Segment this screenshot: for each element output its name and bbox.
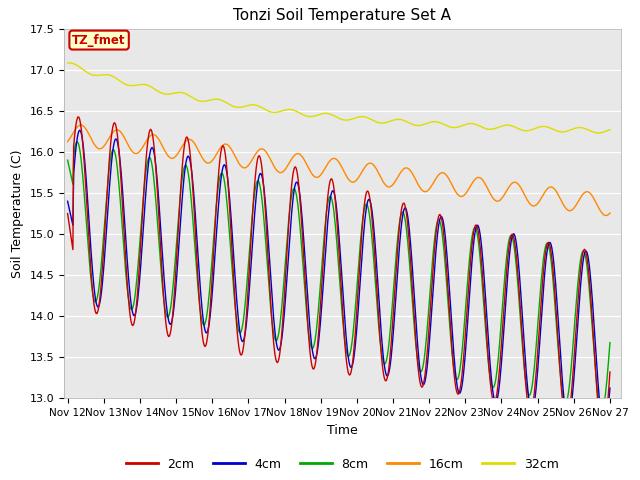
2cm xyxy=(598,431,606,437)
Line: 32cm: 32cm xyxy=(68,63,610,133)
16cm xyxy=(606,210,614,216)
Line: 4cm: 4cm xyxy=(68,130,610,428)
2cm xyxy=(130,320,138,326)
16cm xyxy=(130,150,138,156)
16cm xyxy=(74,124,81,130)
8cm xyxy=(214,189,221,194)
32cm xyxy=(606,127,614,132)
32cm xyxy=(64,60,72,66)
Title: Tonzi Soil Temperature Set A: Tonzi Soil Temperature Set A xyxy=(234,9,451,24)
16cm xyxy=(64,139,72,144)
8cm xyxy=(74,140,82,146)
4cm xyxy=(421,378,429,384)
Y-axis label: Soil Temperature (C): Soil Temperature (C) xyxy=(11,149,24,278)
8cm xyxy=(64,157,72,163)
2cm xyxy=(74,114,82,120)
Legend: 2cm, 4cm, 8cm, 16cm, 32cm: 2cm, 4cm, 8cm, 16cm, 32cm xyxy=(122,453,563,476)
2cm xyxy=(606,369,614,375)
8cm xyxy=(606,340,614,346)
4cm xyxy=(64,198,72,204)
4cm xyxy=(74,134,81,140)
32cm xyxy=(406,120,413,126)
Line: 8cm: 8cm xyxy=(68,142,610,411)
4cm xyxy=(606,385,614,391)
16cm xyxy=(421,189,429,194)
16cm xyxy=(406,167,413,172)
X-axis label: Time: Time xyxy=(327,424,358,437)
16cm xyxy=(602,213,610,218)
4cm xyxy=(406,227,413,233)
8cm xyxy=(130,300,138,305)
32cm xyxy=(65,60,72,66)
4cm xyxy=(130,313,138,319)
2cm xyxy=(185,142,193,148)
8cm xyxy=(421,348,429,354)
2cm xyxy=(64,211,72,216)
8cm xyxy=(185,176,193,182)
2cm xyxy=(74,115,81,121)
Line: 16cm: 16cm xyxy=(68,125,610,216)
32cm xyxy=(214,96,221,102)
2cm xyxy=(406,240,413,246)
16cm xyxy=(185,136,193,142)
8cm xyxy=(74,139,81,144)
Text: TZ_fmet: TZ_fmet xyxy=(72,34,126,47)
8cm xyxy=(598,408,605,414)
32cm xyxy=(185,93,193,98)
4cm xyxy=(600,425,608,431)
4cm xyxy=(214,213,221,218)
4cm xyxy=(185,154,193,160)
2cm xyxy=(214,182,221,188)
32cm xyxy=(130,83,138,88)
8cm xyxy=(406,257,413,263)
16cm xyxy=(77,122,85,128)
32cm xyxy=(595,130,602,136)
32cm xyxy=(421,121,429,127)
32cm xyxy=(74,63,82,69)
16cm xyxy=(214,149,221,155)
Line: 2cm: 2cm xyxy=(68,117,610,434)
4cm xyxy=(76,127,84,133)
2cm xyxy=(421,371,429,376)
